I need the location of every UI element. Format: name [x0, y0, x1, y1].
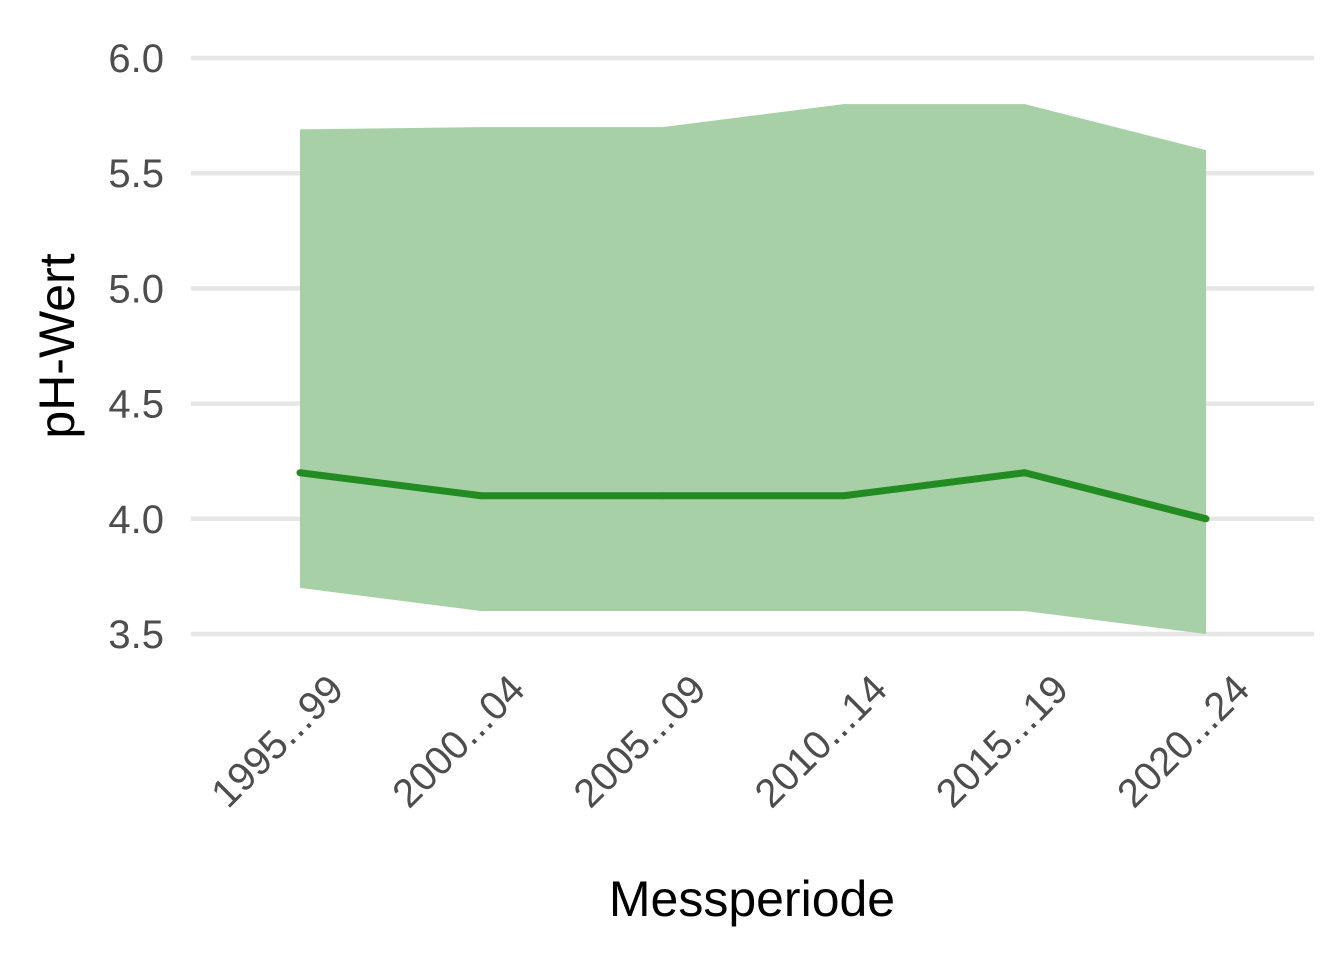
median-point: [1021, 469, 1029, 477]
y-axis-title: pH-Wert: [29, 253, 85, 438]
x-tick-label: 2015...19: [928, 667, 1077, 816]
y-axis-ticks: 3.5 4.0 4.5 5.0 5.5 6.0: [108, 37, 164, 657]
x-tick-label: 2010...14: [747, 667, 896, 816]
median-line: [299, 469, 1207, 523]
median-point: [1202, 515, 1210, 523]
y-tick-label: 5.5: [108, 152, 164, 196]
x-tick-label: 2005...09: [565, 667, 714, 816]
range-band: [300, 104, 1206, 634]
x-axis-title: Messperiode: [609, 871, 895, 927]
median-point: [658, 492, 666, 500]
y-tick-label: 4.5: [108, 383, 164, 427]
x-axis-ticks: 1995...99 2000...04 2005...09 2010...14 2015…: [203, 667, 1258, 816]
x-tick-label: 2000...04: [384, 667, 533, 816]
median-point: [840, 492, 848, 500]
median-point: [296, 469, 304, 477]
y-tick-label: 3.5: [108, 613, 164, 657]
y-tick-label: 5.0: [108, 267, 164, 311]
y-tick-label: 6.0: [108, 37, 164, 81]
x-tick-label: 2020...24: [1109, 667, 1258, 816]
x-tick-label: 1995...99: [203, 667, 352, 816]
range-band-layer: [300, 104, 1206, 634]
y-tick-label: 4.0: [108, 498, 164, 542]
median-line-layer: [296, 469, 1210, 523]
median-point: [477, 492, 485, 500]
